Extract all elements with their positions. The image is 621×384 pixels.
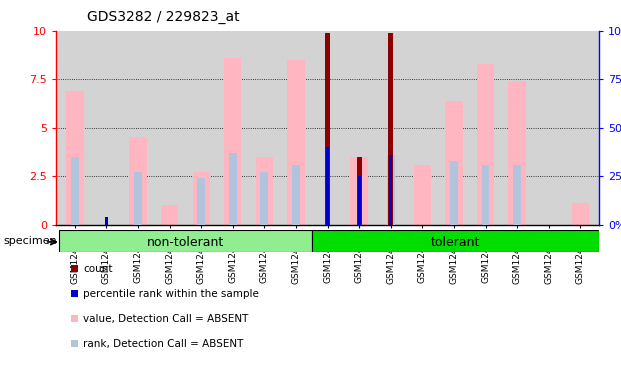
- Bar: [326, 147, 329, 225]
- Bar: [350, 157, 368, 225]
- Bar: [193, 172, 210, 225]
- Bar: [389, 155, 392, 225]
- Text: percentile rank within the sample: percentile rank within the sample: [83, 289, 259, 299]
- Bar: [59, 230, 312, 252]
- Bar: [571, 203, 589, 225]
- Bar: [105, 217, 108, 225]
- Bar: [358, 176, 361, 225]
- Bar: [161, 205, 178, 225]
- Text: specimen: specimen: [3, 236, 57, 246]
- Bar: [325, 33, 330, 225]
- Bar: [197, 178, 205, 225]
- Bar: [482, 164, 489, 225]
- Text: tolerant: tolerant: [431, 235, 480, 248]
- Bar: [229, 153, 237, 225]
- Bar: [414, 164, 431, 225]
- Bar: [450, 161, 458, 225]
- Bar: [256, 157, 273, 225]
- Bar: [292, 164, 300, 225]
- Bar: [288, 60, 305, 225]
- Bar: [387, 155, 395, 225]
- Bar: [513, 164, 521, 225]
- Bar: [509, 81, 526, 225]
- Bar: [71, 157, 79, 225]
- Bar: [129, 137, 147, 225]
- Bar: [477, 64, 494, 225]
- Bar: [224, 58, 242, 225]
- Text: rank, Detection Call = ABSENT: rank, Detection Call = ABSENT: [83, 339, 243, 349]
- Text: non-tolerant: non-tolerant: [147, 235, 224, 248]
- Bar: [134, 172, 142, 225]
- Bar: [260, 172, 268, 225]
- Bar: [357, 157, 361, 225]
- Bar: [66, 91, 84, 225]
- Bar: [312, 230, 599, 252]
- Text: GDS3282 / 229823_at: GDS3282 / 229823_at: [87, 10, 240, 23]
- Text: value, Detection Call = ABSENT: value, Detection Call = ABSENT: [83, 314, 248, 324]
- Text: count: count: [83, 264, 113, 274]
- Bar: [388, 33, 393, 225]
- Bar: [445, 101, 463, 225]
